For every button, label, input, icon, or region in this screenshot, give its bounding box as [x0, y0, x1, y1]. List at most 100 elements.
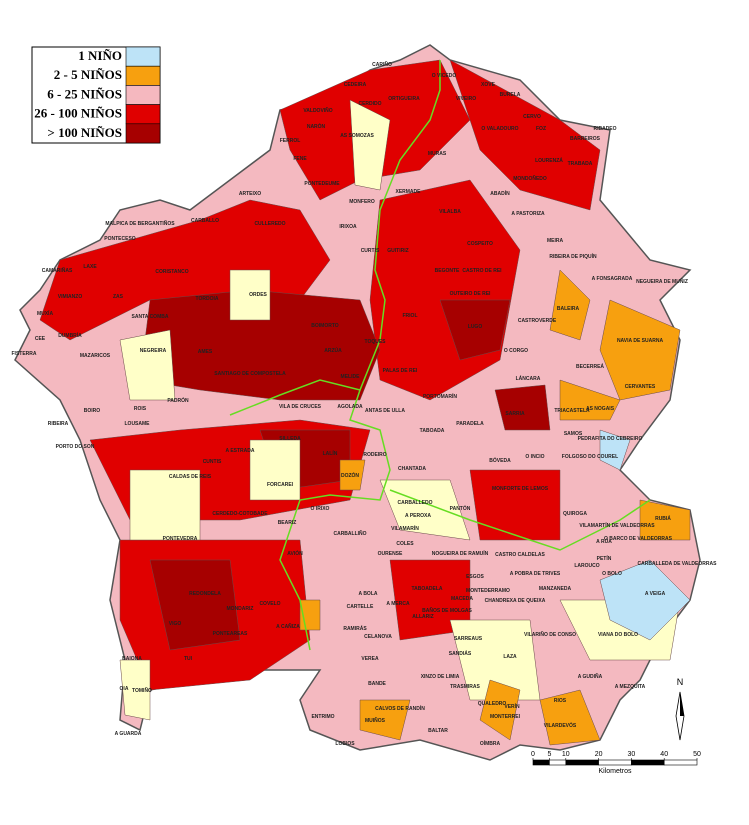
municipality-label: REDONDELA [189, 591, 221, 597]
municipality-label: VILALBA [439, 209, 461, 215]
municipality-label: A POBRA DE TRIVES [510, 571, 561, 577]
municipality-label: MELIDE [341, 374, 361, 380]
municipality-label: CEDEIRA [344, 82, 367, 88]
municipality-label: PEDRAFITA DO CEBREIRO [578, 436, 643, 442]
municipality-label: MONFORTE DE LEMOS [492, 486, 549, 492]
municipality-label: OUTEIRO DE REI [450, 291, 491, 297]
municipality-label: TABOADELA [411, 586, 442, 592]
municipality-label: CELANOVA [364, 634, 392, 640]
municipality-label: MEIRA [547, 238, 564, 244]
municipality-label: MACEDA [451, 596, 473, 602]
municipality-label: VERÍN [504, 702, 520, 710]
municipality-label: LAROUCO [574, 563, 599, 569]
legend-label: 6 - 25 NIÑOS [47, 86, 122, 101]
municipality-label: PARADELA [456, 421, 484, 427]
municipality-label: VILA DE CRUCES [279, 404, 322, 410]
municipality-label: PADRÓN [167, 396, 189, 404]
province-border [279, 389, 391, 651]
legend-swatch [125, 104, 161, 125]
municipality-label: ENTRIMO [311, 714, 334, 720]
scale-segment [549, 759, 567, 766]
municipality-label: A ESTRADA [226, 448, 255, 454]
municipality-label: A PASTORIZA [511, 211, 545, 217]
municipality-label: LUGO [468, 324, 483, 330]
municipality-label: FERROL [280, 138, 301, 144]
municipality-label: XINZO DE LIMIA [421, 674, 460, 680]
municipality-label: SANTA COMBA [132, 314, 169, 320]
municipality-label: ROIS [134, 406, 147, 412]
legend-swatch [125, 65, 161, 86]
municipality-label: TUI [184, 656, 193, 662]
municipality-label: BALEIRA [557, 306, 580, 312]
scale-unit-label: Kilometros [598, 768, 632, 775]
municipality-label: TORDOIA [196, 296, 219, 302]
municipality-label: TRIACASTELA [554, 408, 590, 414]
municipality-label: A VEIGA [645, 591, 666, 597]
municipality-label: TRASMIRAS [450, 684, 480, 690]
municipality-label: DUMBRÍA [58, 331, 82, 339]
municipality-label: PANTÓN [450, 504, 471, 512]
municipality-label: XERMADE [395, 189, 421, 195]
legend-swatch [125, 123, 161, 144]
municipality-label: VIGO [169, 621, 182, 627]
municipality-label: FOZ [536, 126, 546, 132]
region [469, 469, 561, 541]
municipality-label: CASTROVERDE [518, 318, 557, 324]
municipality-label: LÁNCARA [516, 375, 541, 382]
municipality-label: BECERREÁ [576, 363, 604, 370]
municipality-label: A MERCA [386, 601, 410, 607]
municipality-label: LOUSAME [125, 421, 151, 427]
municipality-label: BOIRO [84, 408, 101, 414]
municipality-label: BANDE [368, 681, 386, 687]
municipality-label: AS NOGAIS [586, 406, 615, 412]
municipality-label: TABOADA [420, 428, 445, 434]
region [249, 439, 301, 501]
municipality-label: A GUARDA [115, 731, 142, 737]
municipality-label: BAÑOS DE MOLGAS [422, 607, 472, 614]
municipality-label: NARÓN [307, 122, 326, 130]
municipality-label: OÍMBRA [480, 739, 501, 747]
region [439, 299, 511, 361]
municipality-label: RIBEIRA DE PIQUÍN [549, 252, 597, 260]
municipality-label: CERDEDO-COTOBADE [212, 511, 268, 517]
municipality-label: MAZARICOS [80, 353, 111, 359]
municipality-label: BEARIZ [278, 520, 297, 526]
scale-tick-label: 20 [595, 751, 603, 758]
region [494, 384, 551, 431]
municipality-label: ARTEIXO [239, 191, 261, 197]
municipality-label: CURTIS [361, 248, 380, 254]
municipality-label: O INCIO [525, 454, 544, 460]
municipality-label: BALTAR [428, 728, 448, 734]
municipality-label: FRIOL [403, 313, 418, 319]
municipality-label: VEREA [361, 656, 379, 662]
municipality-labels: CARIÑO CEDEIRA VALDOVIÑO CERDIDO ORTIGUEIRA O… [12, 61, 718, 747]
municipality-label: ABADÍN [490, 189, 510, 197]
municipality-label: CORISTANCO [155, 269, 188, 275]
municipality-label: NOGUEIRA DE RAMUÍN [432, 549, 489, 557]
municipality-label: CERVO [523, 114, 541, 120]
municipality-label: TOMIÑO [132, 687, 152, 694]
province-border [229, 60, 441, 416]
scale-segment [631, 759, 665, 766]
municipality-label: IRIXOA [339, 224, 357, 230]
municipality-label: RUBIÁ [655, 515, 671, 522]
municipality-label: O CORGO [504, 348, 528, 354]
municipality-label: AS SOMOZAS [340, 133, 374, 139]
municipality-label: CHANDREXA DE QUEIXA [485, 598, 546, 604]
municipality-label: GUITIRIZ [387, 248, 408, 254]
municipality-label: A RÚA [596, 538, 612, 545]
municipality-label: MANZANEDA [539, 586, 572, 592]
municipality-label: VIVEIRO [456, 96, 476, 102]
region [119, 659, 151, 721]
legend-label: 1 NIÑO [78, 48, 122, 63]
municipality-label: ALLARIZ [412, 614, 433, 620]
municipality-label: O VALADOURO [481, 126, 518, 132]
municipality-label: RAMIRÁS [343, 625, 367, 632]
municipality-label: OIA [120, 686, 129, 692]
north-label: N [677, 677, 684, 687]
region [359, 699, 411, 741]
municipality-label: RIBEIRA [48, 421, 69, 427]
municipality-label: QUIROGA [563, 511, 587, 517]
municipality-label: MONTERREI [490, 714, 521, 720]
municipality-label: PONTEAREAS [213, 631, 248, 637]
